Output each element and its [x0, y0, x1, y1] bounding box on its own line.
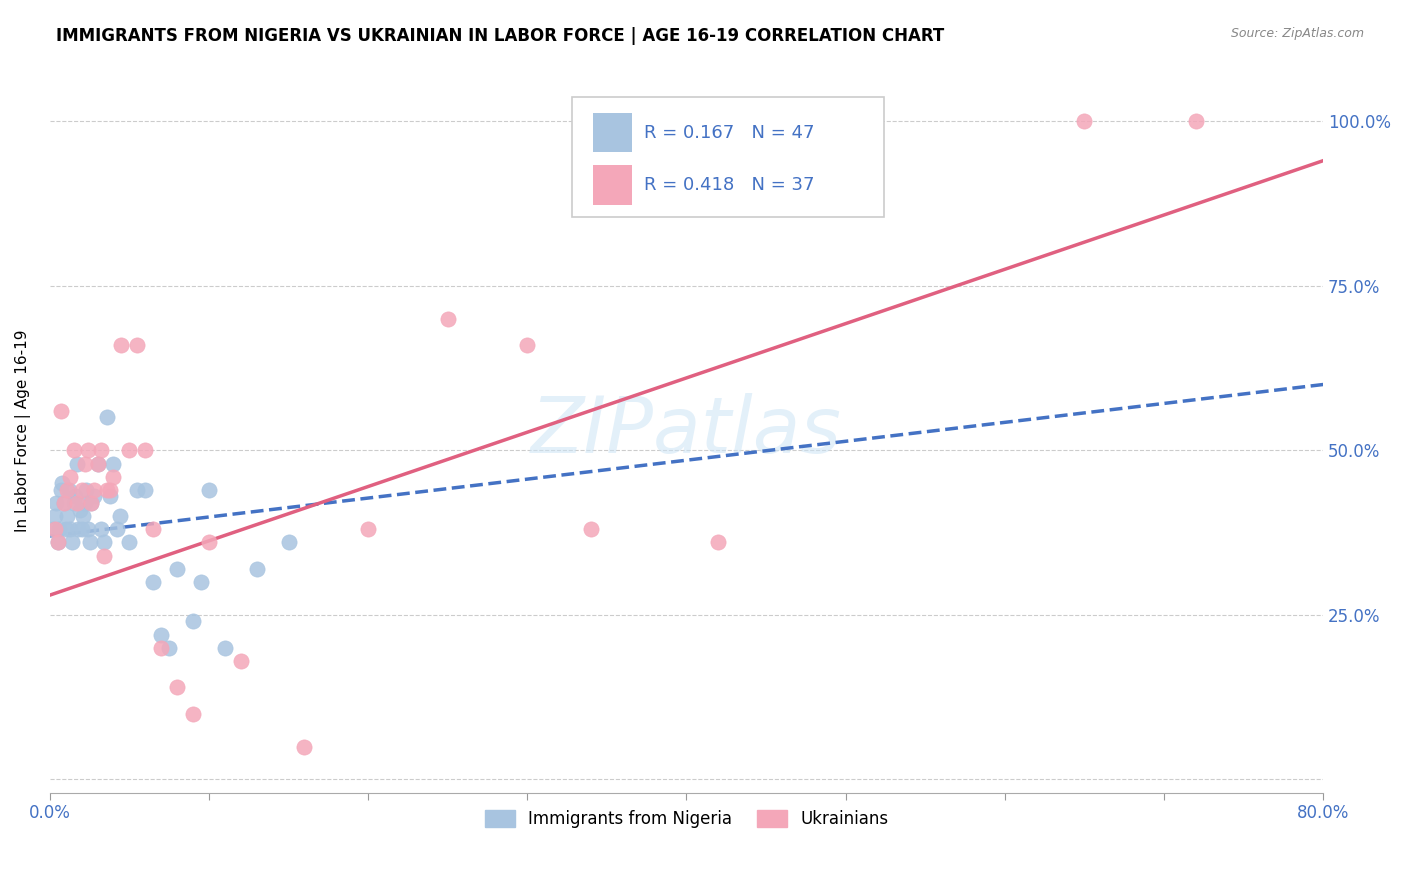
Point [96, 410, 118, 425]
Point [98, 490, 121, 504]
Point [142, 574, 165, 589]
Point [67, 522, 90, 536]
Point [70, 522, 93, 536]
Point [70, 483, 93, 497]
Point [190, 574, 212, 589]
Point [93, 549, 115, 563]
Point [150, 640, 173, 655]
Point [93, 535, 115, 549]
Point [157, 640, 180, 655]
Point [77, 522, 100, 536]
Point [90, 522, 112, 536]
Point [63, 490, 86, 504]
Point [72, 509, 94, 524]
Text: Source: ZipAtlas.com: Source: ZipAtlas.com [1230, 27, 1364, 40]
Text: IMMIGRANTS FROM NIGERIA VS UKRAINIAN IN LABOR FORCE | AGE 16-19 CORRELATION CHAR: IMMIGRANTS FROM NIGERIA VS UKRAINIAN IN … [56, 27, 945, 45]
Point [75, 483, 97, 497]
Point [166, 562, 188, 576]
Text: R = 0.167   N = 47: R = 0.167 N = 47 [644, 123, 815, 142]
Point [46, 535, 69, 549]
Point [48, 522, 70, 536]
Point [127, 338, 149, 352]
Point [90, 443, 112, 458]
Point [118, 443, 141, 458]
Point [277, 535, 299, 549]
Point [142, 522, 165, 536]
Point [127, 483, 149, 497]
Point [58, 483, 80, 497]
Point [103, 469, 125, 483]
Point [62, 496, 84, 510]
Point [59, 522, 82, 536]
Point [86, 457, 108, 471]
Point [229, 654, 252, 668]
Point [436, 311, 458, 326]
Point [69, 502, 91, 516]
Bar [593, 165, 631, 205]
Point [108, 509, 131, 524]
Point [66, 457, 89, 471]
Point [134, 483, 156, 497]
Point [96, 483, 118, 497]
Point [707, 535, 730, 549]
Point [86, 457, 108, 471]
Point [73, 496, 96, 510]
Point [181, 706, 204, 721]
Point [246, 562, 269, 576]
Point [98, 483, 121, 497]
Point [80, 496, 103, 510]
Point [1184, 114, 1206, 128]
Point [118, 535, 141, 549]
Point [66, 496, 89, 510]
Point [46, 535, 69, 549]
Y-axis label: In Labor Force | Age 16-19: In Labor Force | Age 16-19 [15, 329, 31, 532]
Point [49, 483, 72, 497]
Point [1073, 114, 1095, 128]
Point [357, 522, 380, 536]
Text: R = 0.418   N = 37: R = 0.418 N = 37 [644, 177, 815, 194]
Point [198, 483, 221, 497]
Point [294, 739, 316, 754]
Point [77, 443, 100, 458]
Point [103, 457, 125, 471]
Point [166, 681, 188, 695]
Point [150, 628, 173, 642]
Point [56, 483, 79, 497]
Point [79, 535, 101, 549]
Point [42, 522, 65, 536]
Point [579, 522, 602, 536]
Text: ZIPatlas: ZIPatlas [531, 392, 842, 468]
Point [516, 338, 538, 352]
Point [80, 496, 103, 510]
Point [60, 535, 83, 549]
Point [83, 490, 105, 504]
Point [83, 483, 105, 497]
Point [73, 457, 96, 471]
Point [214, 640, 236, 655]
Point [198, 535, 221, 549]
Point [44, 522, 66, 536]
Legend: Immigrants from Nigeria, Ukrainians: Immigrants from Nigeria, Ukrainians [478, 804, 896, 835]
Point [55, 522, 77, 536]
Point [62, 443, 84, 458]
Point [110, 338, 132, 352]
Point [53, 496, 76, 510]
Point [53, 496, 76, 510]
Point [51, 476, 73, 491]
Point [45, 496, 67, 510]
Point [59, 469, 82, 483]
Point [44, 509, 66, 524]
FancyBboxPatch shape [572, 97, 884, 217]
Point [134, 443, 156, 458]
Point [181, 615, 204, 629]
Bar [593, 112, 631, 153]
Point [49, 404, 72, 418]
Point [56, 509, 79, 524]
Point [105, 522, 128, 536]
